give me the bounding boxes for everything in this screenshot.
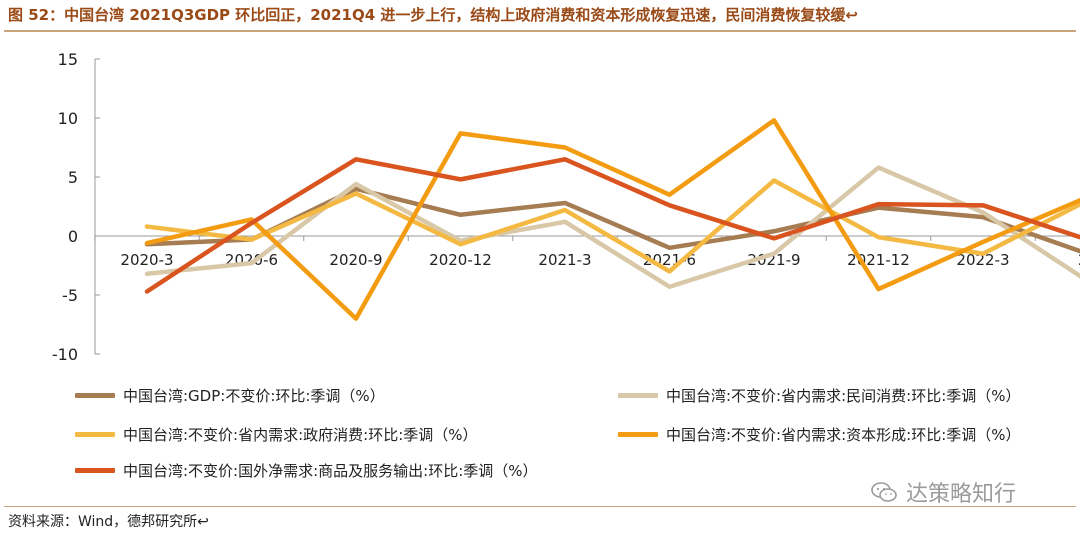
title-divider [4,30,1076,32]
y-tick-label: 10 [58,109,78,128]
legend-swatch [618,431,658,437]
series-layer [144,118,1080,321]
y-tick-label: -10 [52,345,78,364]
watermark: 达策略知行 [870,478,1017,507]
footer-divider [4,506,1076,507]
legend-item: 中国台湾:不变价:省内需求:政府消费:环比:季调（%） [75,423,478,445]
series-line-3 [144,178,1080,274]
y-tick-label: 15 [58,50,78,69]
legend-item: 中国台湾:不变价:省内需求:民间消费:环比:季调（%） [618,384,1021,406]
y-tick-label: 5 [68,168,78,187]
legend-swatch [75,467,115,473]
legend-label: 中国台湾:不变价:国外净需求:商品及服务输出:环比:季调（%） [123,461,538,480]
x-tick-label: 2020-9 [329,251,382,269]
y-tick-label: 0 [68,227,78,246]
legend-label: 中国台湾:不变价:省内需求:资本形成:环比:季调（%） [666,425,1021,444]
x-tick-label: 2020-12 [429,251,492,269]
legend-item: 中国台湾:GDP:不变价:环比:季调（%） [75,384,385,406]
source-note: 资料来源：Wind，德邦研究所↩ [8,514,209,530]
legend-item: 中国台湾:不变价:国外净需求:商品及服务输出:环比:季调（%） [75,459,538,481]
figure-title: 图 52：中国台湾 2021Q3GDP 环比回正，2021Q4 进一步上行，结构… [8,6,858,24]
series-line-2 [144,165,1080,289]
x-tick-label: 2021-9 [747,251,800,269]
legend-label: 中国台湾:GDP:不变价:环比:季调（%） [123,386,385,405]
y-tick-label: -5 [62,286,78,305]
legend-label: 中国台湾:不变价:省内需求:政府消费:环比:季调（%） [123,425,478,444]
series-line-1 [144,186,1080,254]
x-tick-label: 2022-3 [956,251,1009,269]
series-line-5 [144,157,1080,294]
legend-item: 中国台湾:不变价:省内需求:资本形成:环比:季调（%） [618,423,1021,445]
wechat-icon [871,482,897,502]
series-line-4 [144,118,1080,321]
x-tick-label: 2020-3 [120,251,173,269]
legend-swatch [75,392,115,398]
x-tick-label: 20 [1078,251,1080,269]
x-tick-label: 2021-3 [538,251,591,269]
legend-swatch [618,392,658,398]
watermark-text: 达策略知行 [906,482,1017,507]
legend-swatch [75,431,115,437]
legend-label: 中国台湾:不变价:省内需求:民间消费:环比:季调（%） [666,386,1021,405]
